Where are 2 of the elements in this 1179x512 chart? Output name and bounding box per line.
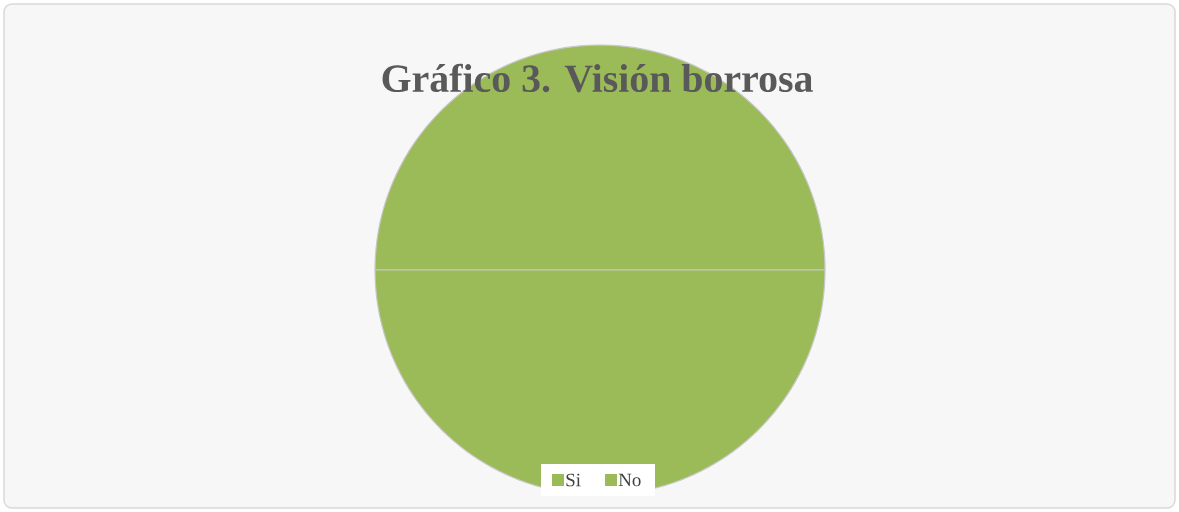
legend-label: No <box>618 473 641 487</box>
legend-label: Si <box>566 473 581 487</box>
